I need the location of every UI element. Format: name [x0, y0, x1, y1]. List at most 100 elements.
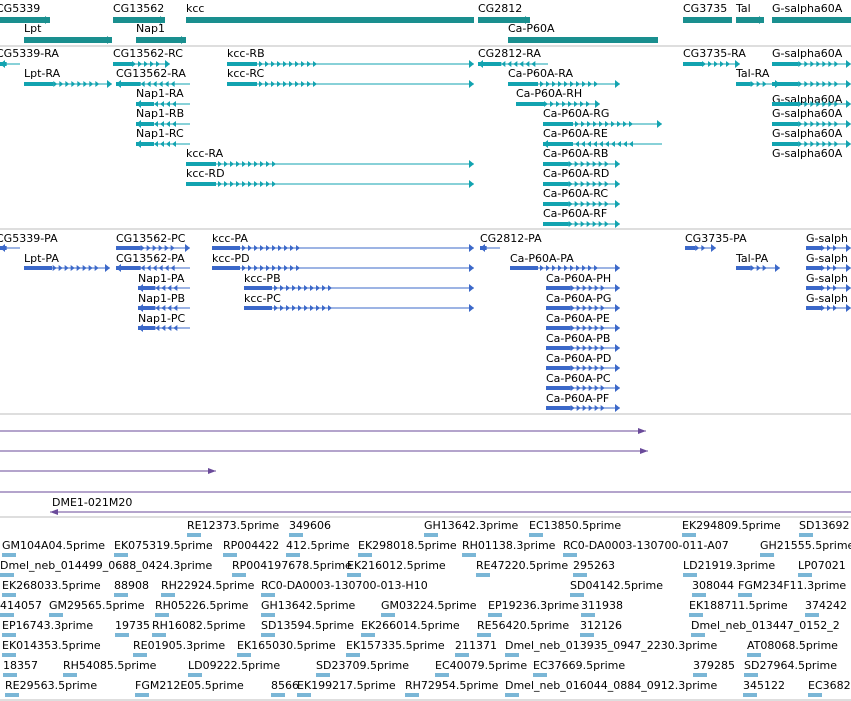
est-feature[interactable] [5, 693, 19, 697]
est-feature[interactable] [683, 573, 697, 577]
est-feature[interactable] [689, 613, 703, 617]
est-feature[interactable] [760, 553, 774, 557]
gene-feature[interactable] [683, 17, 732, 23]
protein-feature[interactable] [546, 324, 620, 332]
est-feature[interactable] [2, 593, 16, 597]
clone-feature[interactable] [0, 448, 648, 454]
est-feature[interactable] [435, 673, 449, 677]
est-feature[interactable] [261, 613, 275, 617]
est-feature[interactable] [358, 553, 372, 557]
protein-feature[interactable] [138, 284, 190, 292]
est-feature[interactable] [570, 593, 584, 597]
est-feature[interactable] [114, 593, 128, 597]
protein-feature[interactable] [546, 384, 620, 392]
est-feature[interactable] [692, 593, 706, 597]
transcript-feature[interactable] [772, 80, 851, 88]
est-feature[interactable] [133, 653, 147, 657]
est-feature[interactable] [477, 633, 491, 637]
transcript-feature[interactable] [772, 120, 851, 128]
est-feature[interactable] [316, 673, 330, 677]
est-feature[interactable] [297, 693, 311, 697]
gene-feature[interactable] [113, 16, 165, 24]
est-feature[interactable] [2, 553, 16, 557]
est-feature[interactable] [808, 693, 822, 697]
est-feature[interactable] [114, 553, 128, 557]
transcript-feature[interactable] [24, 80, 112, 88]
est-feature[interactable] [798, 573, 812, 577]
clone-feature[interactable] [0, 468, 216, 474]
protein-feature[interactable] [116, 244, 190, 252]
protein-feature[interactable] [546, 404, 620, 412]
est-feature[interactable] [573, 573, 587, 577]
protein-feature[interactable] [24, 264, 110, 272]
est-feature[interactable] [381, 613, 395, 617]
protein-feature[interactable] [212, 244, 474, 252]
protein-feature[interactable] [685, 244, 716, 252]
protein-feature[interactable] [546, 304, 620, 312]
est-feature[interactable] [799, 533, 813, 537]
protein-feature[interactable] [736, 264, 780, 272]
est-feature[interactable] [563, 553, 577, 557]
est-feature[interactable] [424, 533, 438, 537]
transcript-feature[interactable] [772, 140, 851, 148]
est-feature[interactable] [0, 613, 14, 617]
clone-feature[interactable] [0, 491, 851, 515]
protein-feature[interactable] [244, 304, 474, 312]
est-feature[interactable] [455, 653, 469, 657]
protein-feature[interactable] [244, 284, 474, 292]
gene-feature[interactable] [508, 37, 658, 43]
est-feature[interactable] [488, 613, 502, 617]
est-feature[interactable] [2, 633, 16, 637]
transcript-feature[interactable] [772, 100, 851, 108]
est-feature[interactable] [361, 633, 375, 637]
est-feature[interactable] [462, 553, 476, 557]
gene-feature[interactable] [136, 36, 186, 44]
gene-feature[interactable] [478, 16, 530, 24]
est-feature[interactable] [346, 653, 360, 657]
est-feature[interactable] [682, 533, 696, 537]
transcript-feature[interactable] [227, 80, 474, 88]
transcript-feature[interactable] [543, 200, 620, 208]
protein-feature[interactable] [510, 264, 620, 272]
est-feature[interactable] [115, 633, 129, 637]
transcript-feature[interactable] [186, 160, 474, 168]
protein-feature[interactable] [138, 304, 190, 312]
est-feature[interactable] [691, 633, 705, 637]
est-feature[interactable] [805, 613, 819, 617]
est-feature[interactable] [747, 653, 761, 657]
transcript-feature[interactable] [136, 120, 190, 128]
est-feature[interactable] [693, 673, 707, 677]
est-feature[interactable] [237, 653, 251, 657]
protein-feature[interactable] [212, 264, 474, 272]
gene-feature[interactable] [186, 17, 474, 23]
transcript-feature[interactable] [772, 60, 851, 68]
est-feature[interactable] [135, 693, 149, 697]
transcript-feature[interactable] [508, 80, 620, 88]
est-feature[interactable] [533, 673, 547, 677]
protein-feature[interactable] [546, 364, 620, 372]
est-feature[interactable] [161, 593, 175, 597]
est-feature[interactable] [3, 673, 17, 677]
clone-feature[interactable] [0, 428, 646, 434]
est-feature[interactable] [232, 573, 246, 577]
est-feature[interactable] [581, 613, 595, 617]
gene-feature[interactable] [24, 36, 112, 44]
est-feature[interactable] [261, 593, 275, 597]
est-feature[interactable] [187, 533, 201, 537]
transcript-feature[interactable] [543, 180, 620, 188]
protein-feature[interactable] [0, 244, 20, 252]
protein-feature[interactable] [480, 244, 500, 252]
transcript-feature[interactable] [516, 100, 600, 108]
est-feature[interactable] [188, 673, 202, 677]
protein-feature[interactable] [806, 244, 851, 252]
gene-feature[interactable] [772, 17, 851, 23]
transcript-feature[interactable] [543, 160, 620, 168]
transcript-feature[interactable] [227, 60, 474, 68]
transcript-feature[interactable] [113, 60, 170, 68]
gene-feature[interactable] [0, 16, 50, 24]
protein-feature[interactable] [806, 304, 851, 312]
transcript-feature[interactable] [116, 80, 190, 88]
transcript-feature[interactable] [543, 120, 662, 128]
est-feature[interactable] [738, 593, 752, 597]
transcript-feature[interactable] [683, 60, 740, 68]
